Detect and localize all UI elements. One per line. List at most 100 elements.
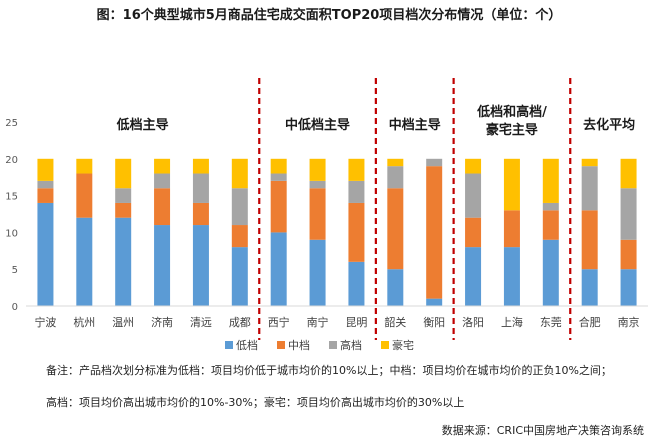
bar-segment [387,158,404,167]
footnote-line-1: 备注：产品档次划分标准为低档：项目均价低于城市均价的10%以上；中档：项目均价在… [46,364,612,377]
bar-segment [503,158,520,211]
bar-segment [581,210,598,270]
x-axis: 宁波 杭州 温州 济南 清远 成都 西宁 南宁 昆明 韶关 衡阳 洛阳 上海 东莞 合肥 南京 [26,305,648,329]
bar-segment [231,188,248,226]
bar-segment [115,158,132,189]
bar-segment [503,247,520,306]
x-tick-label: 宁波 [34,315,56,329]
bar-segment [620,188,637,240]
legend-swatch [329,341,337,349]
bar-segment [348,202,365,262]
bar-segment [387,188,404,270]
bar-segment [231,247,248,306]
y-tick-label: 5 [12,265,18,276]
y-tick-label: 10 [5,228,18,239]
bar-segment [115,217,132,306]
chart-title: 图：16个典型城市5月商品住宅成交面积TOP20项目档次分布情况（单位：个） [96,8,562,23]
bar-segment [348,261,365,306]
bar-segment [115,188,132,203]
x-tick-label: 成都 [229,316,251,329]
group-label: 低档和高档/ [476,104,547,120]
legend-swatch [277,341,285,349]
x-tick-label: 韶关 [384,315,406,329]
bar-segment [542,239,559,306]
bar-segment [270,180,287,233]
bar-segment [426,166,443,299]
bar-segment [309,188,326,240]
data-source: 数据来源：CRIC中国房地产决策咨询系统 [441,424,644,437]
bar-segment [542,158,559,203]
bar-segment [542,202,559,211]
group-label: 低档主导 [116,117,169,133]
bar-segment [387,269,404,306]
legend-label: 高档 [340,338,362,352]
bar-segment [387,166,404,189]
bar-segment [620,269,637,306]
bar-segment [309,158,326,181]
group-label: 去化平均 [583,117,635,133]
bar-segment [309,180,326,189]
bar-segment [581,166,598,211]
x-tick-label: 东莞 [540,316,562,329]
x-tick-label: 温州 [112,316,134,329]
bar-segment [192,202,209,226]
bar-segment [270,232,287,306]
y-axis: 0 5 10 15 20 25 [5,118,18,313]
bar-segment [37,180,54,189]
group-labels: 低档主导 中低档主导 中档主导 低档和高档/豪宅主导 去化平均 [116,104,636,138]
legend-label: 中档 [288,338,310,352]
bar-segment [465,217,482,248]
bar-segment [37,188,54,203]
bar-segment [465,247,482,306]
bars-layer [37,158,637,306]
bar-segment [270,173,287,181]
bar-segment [192,173,209,203]
bar-segment [465,173,482,218]
x-tick-label: 济南 [151,315,173,329]
bar-segment [542,210,559,240]
bar-segment [37,202,54,306]
legend-label: 豪宅 [392,338,414,352]
bar-segment [426,298,443,306]
y-tick-label: 25 [5,118,18,129]
bar-segment [426,158,443,167]
bar-segment [231,158,248,189]
x-tick-label: 衡阳 [423,316,445,329]
bar-segment [348,158,365,181]
legend-swatch [381,341,389,349]
bar-segment [581,158,598,167]
y-tick-label: 15 [5,192,18,203]
bar-segment [115,202,132,218]
x-tick-label: 昆明 [345,316,367,329]
bar-segment [620,239,637,270]
bar-segment [620,158,637,189]
bar-segment [154,158,171,174]
bar-segment [231,225,248,248]
legend-swatch [225,341,233,349]
bar-segment [348,180,365,203]
bar-segment [154,173,171,189]
group-label: 中低档主导 [285,117,350,133]
bar-segment [192,225,209,306]
bar-segment [154,188,171,226]
bar-segment [154,225,171,306]
legend: 低档 中档 高档 豪宅 [225,338,414,352]
stacked-bar-chart: 0 5 10 15 20 25 宁波 杭州 温州 济南 清远 成都 西宁 南宁 昆明 韶关 衡阳 洛阳 上海 东莞 合… [5,78,648,352]
x-tick-label: 南宁 [307,315,329,329]
x-tick-label: 清远 [190,316,212,329]
x-tick-label: 南京 [618,315,640,329]
y-tick-label: 20 [5,155,18,166]
y-tick-label: 0 [12,302,18,313]
x-tick-label: 上海 [501,315,523,329]
group-label: 中档主导 [389,117,441,133]
bar-segment [465,158,482,174]
group-dividers [258,78,572,340]
group-label: 豪宅主导 [486,122,538,138]
bar-segment [581,269,598,306]
bar-segment [76,217,93,306]
x-tick-label: 合肥 [579,315,601,329]
bar-segment [76,158,93,174]
bar-segment [309,239,326,306]
x-tick-label: 杭州 [73,315,95,329]
footnote-line-2: 高档：项目均价高出城市均价的10%-30%；豪宅：项目均价高出城市均价的30%以… [46,396,465,409]
